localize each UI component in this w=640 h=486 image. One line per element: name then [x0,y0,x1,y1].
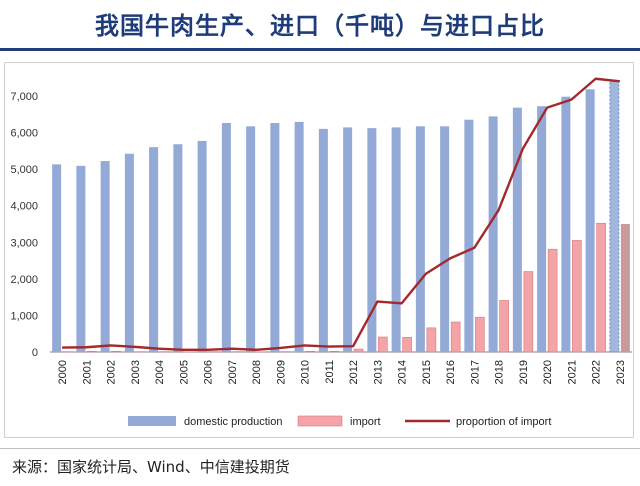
bar-import [596,222,606,353]
bar-domestic-production [76,165,86,352]
x-tick-label: 2020 [542,360,554,384]
x-tick-label: 2010 [300,360,312,384]
bar-import [620,223,630,352]
legend-label-domestic: domestic production [184,416,282,428]
bar-import [499,300,509,353]
bar-domestic-production [270,123,280,352]
x-tick-label: 2016 [445,360,457,384]
bar-domestic-production [488,116,498,352]
bar-domestic-production [367,128,377,352]
x-tick-label: 2002 [106,360,118,384]
bar-domestic-production [173,144,183,352]
bar-domestic-production [124,153,134,352]
y-tick-label: 2,000 [10,274,38,286]
y-tick-label: 0 [32,347,38,359]
bar-domestic-production [585,89,595,352]
y-tick-label: 5,000 [10,164,38,176]
chart: 0 1,000 2,000 3,000 4,000 5,000 6,000 7,000 2000… [10,77,632,428]
bar-domestic-production [512,107,522,352]
x-tick-label: 2001 [81,360,93,384]
y-tick-label: 3,000 [10,237,38,249]
x-tick-label: 2009 [275,360,287,384]
bar-import [572,240,582,353]
legend-label-proportion: proportion of import [456,416,551,428]
bar-domestic-production [391,127,401,352]
x-tick-label: 2017 [469,360,481,384]
bar-domestic-production [52,164,62,352]
y-tick-label: 1,000 [10,310,38,322]
x-tick-label: 2006 [203,360,215,384]
bar-domestic-production [246,126,256,352]
line-proportion-of-import [62,77,621,352]
source-divider [0,448,640,449]
bar-import [523,271,534,353]
bar-import [450,321,461,353]
bar-domestic-production [197,140,207,352]
chart-frame [4,62,634,438]
x-tick-label: 2007 [227,360,239,384]
bar-import [547,248,558,353]
bar-import [305,350,315,353]
x-tick-label: 2019 [518,360,530,384]
y-tick-label: 4,000 [10,201,38,213]
title-divider [0,48,640,51]
x-tick-label: 2021 [566,360,578,384]
bar-import [329,350,340,353]
bar-import [353,348,364,353]
x-tick-label: 2012 [348,360,360,384]
y-tick-label: 6,000 [10,128,38,140]
bar-domestic-production [609,80,620,353]
bar-import [402,337,412,353]
legend-label-import: import [350,416,381,428]
x-tick-label: 2008 [251,360,263,384]
source-note: 来源：国家统计局、Wind、中信建投期货 [12,458,290,476]
chart-title: 我国牛肉生产、进口（千吨）与进口占比 [95,12,545,40]
x-tick-label: 2000 [57,360,69,384]
bar-import [87,350,97,353]
y-tick-label: 7,000 [10,91,38,103]
x-tick-label: 2018 [494,360,506,384]
bar-domestic-production [294,121,304,352]
bar-domestic-production [537,106,547,352]
bar-domestic-production [343,127,353,352]
x-tick-label: 2015 [421,360,433,384]
bar-domestic-production [561,96,571,352]
legend-swatch-domestic [128,416,176,426]
x-tick-label: 2022 [591,360,603,384]
x-tick-label: 2004 [154,360,166,384]
bar-import [111,350,121,353]
bar-domestic-production [440,126,450,352]
bar-domestic-production [464,119,474,352]
bar-domestic-production [100,161,110,352]
bar-import [475,316,485,353]
x-tick-label: 2005 [178,360,190,384]
x-tick-label: 2014 [397,360,409,384]
legend-swatch-import [297,415,343,427]
bar-import [378,336,388,353]
bar-domestic-production [318,128,328,352]
bar-domestic-production [149,147,159,352]
bar-domestic-production [415,126,425,352]
bar-domestic-production [221,123,231,352]
x-tick-label: 2011 [324,360,336,384]
x-tick-label: 2023 [615,360,627,384]
x-tick-label: 2013 [372,360,384,384]
bar-import [426,327,437,353]
x-tick-label: 2003 [130,360,142,384]
